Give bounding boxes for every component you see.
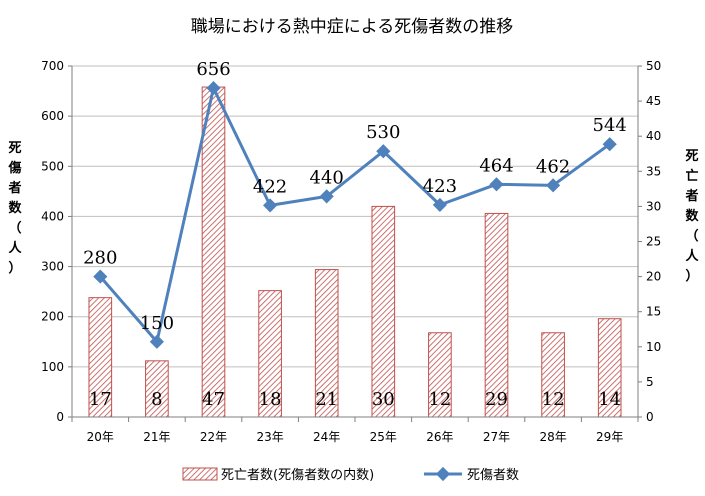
- line-data-label: 150: [140, 313, 174, 334]
- line-data-label: 656: [196, 59, 230, 80]
- right-tick-label: 0: [646, 410, 654, 424]
- x-tick-label: 25年: [370, 430, 397, 444]
- left-tick-label: 0: [56, 410, 64, 424]
- right-tick-label: 5: [646, 375, 654, 389]
- left-tick-label: 300: [41, 260, 64, 274]
- line-point: [602, 137, 617, 152]
- x-tick-label: 24年: [313, 430, 340, 444]
- bar-data-label: 30: [372, 389, 395, 410]
- line-data-label: 462: [536, 156, 570, 177]
- left-tick-label: 100: [41, 360, 64, 374]
- bar-data-label: 18: [259, 389, 282, 410]
- line-point: [93, 269, 108, 284]
- line-data-label: 464: [479, 155, 513, 176]
- data-labels-group: 280 150 656 422 440 530 423 464 462 544 17 8 47 18 21 3…: [83, 59, 627, 410]
- line-point: [489, 177, 504, 192]
- legend-bar-label: 死亡者数(死傷者数の内数): [221, 467, 374, 483]
- line-data-label: 530: [366, 122, 400, 143]
- legend-line-marker: [435, 466, 451, 482]
- left-axis-title: 死傷者数（人）: [7, 141, 22, 276]
- line-point: [319, 189, 334, 204]
- bar-data-label: 29: [485, 389, 508, 410]
- line-series: [99, 86, 611, 344]
- x-tick-label: 26年: [426, 430, 453, 444]
- x-tick-label: 22年: [200, 430, 227, 444]
- right-tick-label: 30: [646, 199, 661, 213]
- line-point: [376, 144, 391, 159]
- line-point: [432, 197, 447, 212]
- x-tick-label: 23年: [256, 430, 283, 444]
- line-data-label: 544: [593, 115, 627, 136]
- chart-title: 職場における熱中症による死傷者数の推移: [191, 17, 514, 37]
- bar-data-label: 17: [89, 389, 112, 410]
- x-tick-label: 20年: [87, 430, 114, 444]
- bars-group: [88, 86, 622, 418]
- left-tick-label: 200: [41, 310, 64, 324]
- line-point: [263, 198, 278, 213]
- bar-data-label: 12: [428, 389, 451, 410]
- bar-data-label: 12: [542, 389, 565, 410]
- bar-data-label: 8: [151, 389, 162, 410]
- line-data-label: 440: [310, 167, 344, 188]
- x-tick-label: 28年: [539, 430, 566, 444]
- right-tick-label: 45: [646, 94, 661, 108]
- right-tick-label: 25: [646, 235, 661, 249]
- legend-bar-swatch: [182, 467, 218, 481]
- right-tick-label: 50: [646, 59, 661, 73]
- right-tick-label: 15: [646, 305, 661, 319]
- bar-data-label: 47: [202, 389, 225, 410]
- right-tick-label: 20: [646, 270, 661, 284]
- bar: [371, 205, 396, 418]
- axes-group: 0 100 200 300 400 500 600 700 0 5 10 15 20 25 30 35 40 45…: [41, 59, 661, 444]
- bar: [201, 86, 226, 418]
- left-tick-label: 500: [41, 159, 64, 173]
- line-data-label: 423: [423, 176, 457, 197]
- x-tick-label: 21年: [143, 430, 170, 444]
- x-tick-label: 29年: [596, 430, 623, 444]
- right-tick-label: 10: [646, 340, 661, 354]
- bar: [484, 212, 509, 418]
- left-tick-label: 400: [41, 209, 64, 223]
- legend-line-label: 死傷者数: [467, 468, 519, 483]
- bar-data-label: 14: [598, 389, 621, 410]
- line-series-group: [93, 80, 617, 349]
- left-tick-label: 700: [41, 59, 64, 73]
- line-point: [546, 178, 561, 193]
- legend: 死亡者数(死傷者数の内数) 死傷者数: [182, 466, 519, 483]
- line-data-label: 280: [83, 248, 117, 269]
- right-tick-label: 40: [646, 129, 661, 143]
- bar-data-label: 21: [315, 389, 338, 410]
- line-data-label: 422: [253, 176, 287, 197]
- left-tick-label: 600: [41, 109, 64, 123]
- right-axis-title: 死亡者数（人）: [684, 149, 699, 284]
- line-point: [149, 334, 164, 349]
- x-tick-label: 27年: [483, 430, 510, 444]
- right-tick-label: 35: [646, 164, 661, 178]
